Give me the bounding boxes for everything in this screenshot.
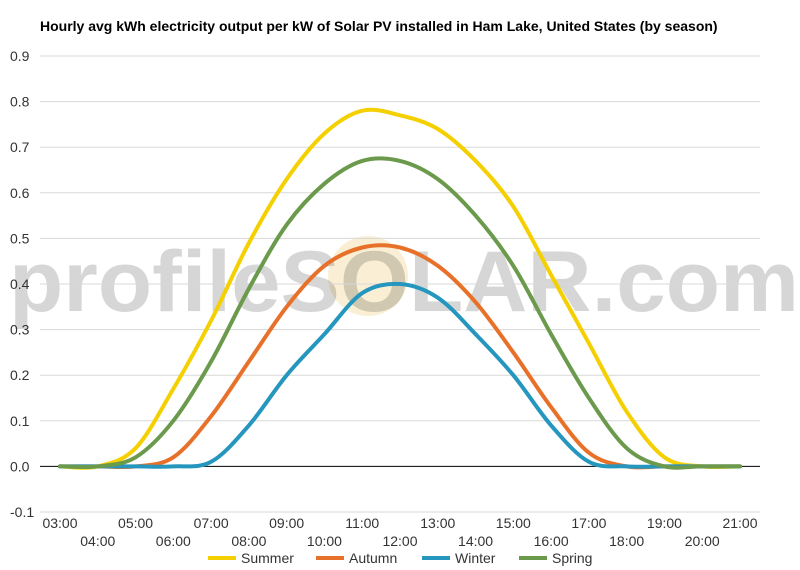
x-tick-label: 03:00 — [42, 515, 77, 531]
series-line-summer — [58, 107, 742, 470]
x-tick-label: 18:00 — [609, 533, 644, 549]
x-tick-label: 08:00 — [231, 533, 266, 549]
legend-label-summer: Summer — [241, 550, 294, 566]
x-tick-label: 04:00 — [80, 533, 115, 549]
legend-label-autumn: Autumn — [349, 550, 397, 566]
x-axis-ticks: 03:0004:0005:0006:0007:0008:0009:0010:00… — [42, 515, 757, 549]
x-tick-label: 11:00 — [345, 515, 379, 531]
series-lines — [58, 107, 742, 470]
y-tick-label: 0.5 — [10, 230, 30, 246]
chart-title: Hourly avg kWh electricity output per kW… — [40, 18, 718, 34]
watermark-sun — [328, 236, 408, 316]
legend-label-winter: Winter — [455, 550, 496, 566]
x-tick-label: 05:00 — [118, 515, 153, 531]
y-tick-label: 0.8 — [10, 94, 30, 110]
x-tick-label: 13:00 — [420, 515, 455, 531]
y-axis-ticks: -0.1 0.0 0.1 0.2 0.3 0.4 0.5 0.6 0.7 0.8 0.9 — [10, 48, 34, 520]
x-tick-label: 19:00 — [647, 515, 682, 531]
y-tick-label: 0.1 — [10, 413, 30, 429]
x-tick-label: 12:00 — [382, 533, 417, 549]
x-tick-label: 20:00 — [685, 533, 720, 549]
legend-label-spring: Spring — [552, 550, 592, 566]
y-tick-label: 0.0 — [10, 458, 30, 474]
series-line-winter — [58, 281, 742, 469]
y-tick-label: 0.7 — [10, 139, 30, 155]
y-tick-label: 0.9 — [10, 48, 30, 64]
x-tick-label: 09:00 — [269, 515, 304, 531]
x-tick-label: 16:00 — [534, 533, 569, 549]
y-tick-label: 0.3 — [10, 322, 30, 338]
y-tick-label: 0.4 — [10, 276, 30, 292]
x-tick-label: 15:00 — [496, 515, 531, 531]
y-tick-label: 0.6 — [10, 185, 30, 201]
x-tick-label: 06:00 — [156, 533, 191, 549]
x-tick-label: 14:00 — [458, 533, 493, 549]
series-line-spring — [58, 156, 742, 470]
x-tick-label: 07:00 — [194, 515, 229, 531]
grid-lines — [40, 55, 760, 513]
y-tick-label: -0.1 — [10, 504, 34, 520]
y-tick-label: 0.2 — [10, 367, 30, 383]
x-tick-label: 17:00 — [571, 515, 606, 531]
x-tick-label: 10:00 — [307, 533, 342, 549]
x-tick-label: 21:00 — [722, 515, 757, 531]
legend: Summer Autumn Winter Spring — [208, 550, 592, 566]
